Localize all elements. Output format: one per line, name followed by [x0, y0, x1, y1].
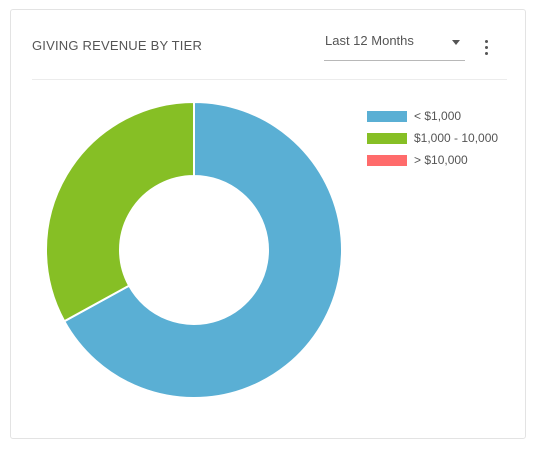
donut-chart [45, 100, 343, 399]
more-vertical-icon[interactable] [480, 39, 494, 57]
legend-label: $1,000 - 10,000 [414, 131, 499, 145]
legend-swatch [367, 133, 407, 144]
header-divider [32, 79, 507, 80]
giving-revenue-card: GIVING REVENUE BY TIER Last 12 Months < … [10, 9, 526, 439]
card-header: GIVING REVENUE BY TIER Last 12 Months [11, 10, 525, 80]
period-select-value: Last 12 Months [325, 33, 414, 48]
period-select[interactable]: Last 12 Months [324, 26, 465, 61]
caret-down-icon [452, 40, 460, 45]
more-dot [485, 46, 488, 49]
card-title: GIVING REVENUE BY TIER [32, 38, 203, 53]
legend-swatch [367, 111, 407, 122]
more-dot [485, 52, 488, 55]
legend-label: < $1,000 [414, 109, 462, 123]
donut-slice[interactable] [45, 100, 195, 323]
legend-swatch [367, 155, 407, 166]
legend-label: > $10,000 [414, 153, 468, 167]
donut-slice[interactable] [62, 100, 343, 399]
more-dot [485, 40, 488, 43]
